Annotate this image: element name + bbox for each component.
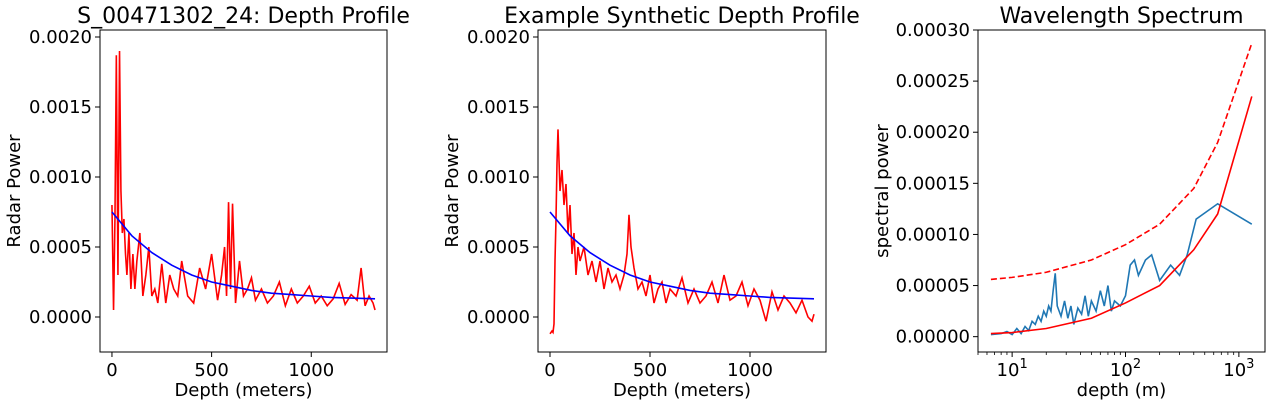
x-axis-label: Depth (meters)	[174, 380, 312, 401]
series-line-2	[549, 211, 815, 300]
y-tick-label: 0.00030	[896, 20, 970, 41]
x-tick-label: 101	[997, 357, 1028, 381]
chart-panel-2: 0.0000 0.0005 0.0010 0.0015 0.0020 0 500 1000 Ex…	[442, 4, 860, 401]
y-tick-label: 0.0015	[467, 97, 530, 118]
y-tick-label: 0.0015	[29, 97, 92, 118]
series-line-1	[549, 129, 815, 335]
x-tick-label: 500	[633, 360, 667, 381]
plot-frame	[977, 29, 1266, 353]
y-axis-label: spectral power	[872, 124, 893, 258]
x-tick-label: 1000	[288, 360, 334, 381]
y-tick-label: 0.0000	[467, 307, 530, 328]
y-axis-label: Radar Power	[442, 134, 463, 248]
chart-title: Wavelength Spectrum	[999, 4, 1243, 29]
y-tick-label: 0.0005	[29, 237, 92, 258]
y-tick-label: 0.0000	[29, 307, 92, 328]
x-tick-label: 500	[194, 360, 228, 381]
x-tick-label: 1000	[727, 360, 773, 381]
series-line-2	[111, 211, 376, 300]
chart-title: Example Synthetic Depth Profile	[504, 4, 860, 29]
y-tick-label: 0.0005	[467, 237, 530, 258]
series-line-1	[111, 50, 376, 311]
chart-title: S_00471302_24: Depth Profile	[77, 4, 410, 29]
y-tick-label: 0.00020	[896, 122, 970, 143]
series-line-2	[990, 96, 1253, 335]
x-tick-label: 103	[1223, 357, 1254, 381]
plot-frame	[537, 29, 827, 353]
y-tick-label: 0.0020	[29, 27, 92, 48]
x-tick-label: 102	[1110, 357, 1141, 381]
x-axis-label: Depth (meters)	[613, 380, 751, 401]
y-tick-label: 0.00015	[896, 173, 970, 194]
chart-panel-1: 0.0000 0.0005 0.0010 0.0015 0.0020 0 500 1000 S_…	[4, 4, 410, 401]
y-tick-label: 0.00010	[896, 224, 970, 245]
y-tick-label: 0.00000	[896, 327, 970, 348]
x-tick-label: 0	[106, 360, 117, 381]
y-axis-label: Radar Power	[4, 134, 25, 248]
series-line-3	[990, 43, 1253, 281]
series-line-1	[990, 202, 1253, 336]
y-tick-label: 0.0010	[29, 167, 92, 188]
y-tick-label: 0.0010	[467, 167, 530, 188]
x-tick-label: 0	[544, 360, 555, 381]
y-tick-label: 0.00005	[896, 276, 970, 297]
y-tick-label: 0.00025	[896, 71, 970, 92]
x-axis-label: depth (m)	[1077, 380, 1167, 401]
plot-frame	[99, 29, 388, 353]
y-tick-label: 0.0020	[467, 27, 530, 48]
chart-panel-3: 0.00000 0.00005 0.00010 0.00015 0.00020 0.000…	[872, 4, 1266, 401]
